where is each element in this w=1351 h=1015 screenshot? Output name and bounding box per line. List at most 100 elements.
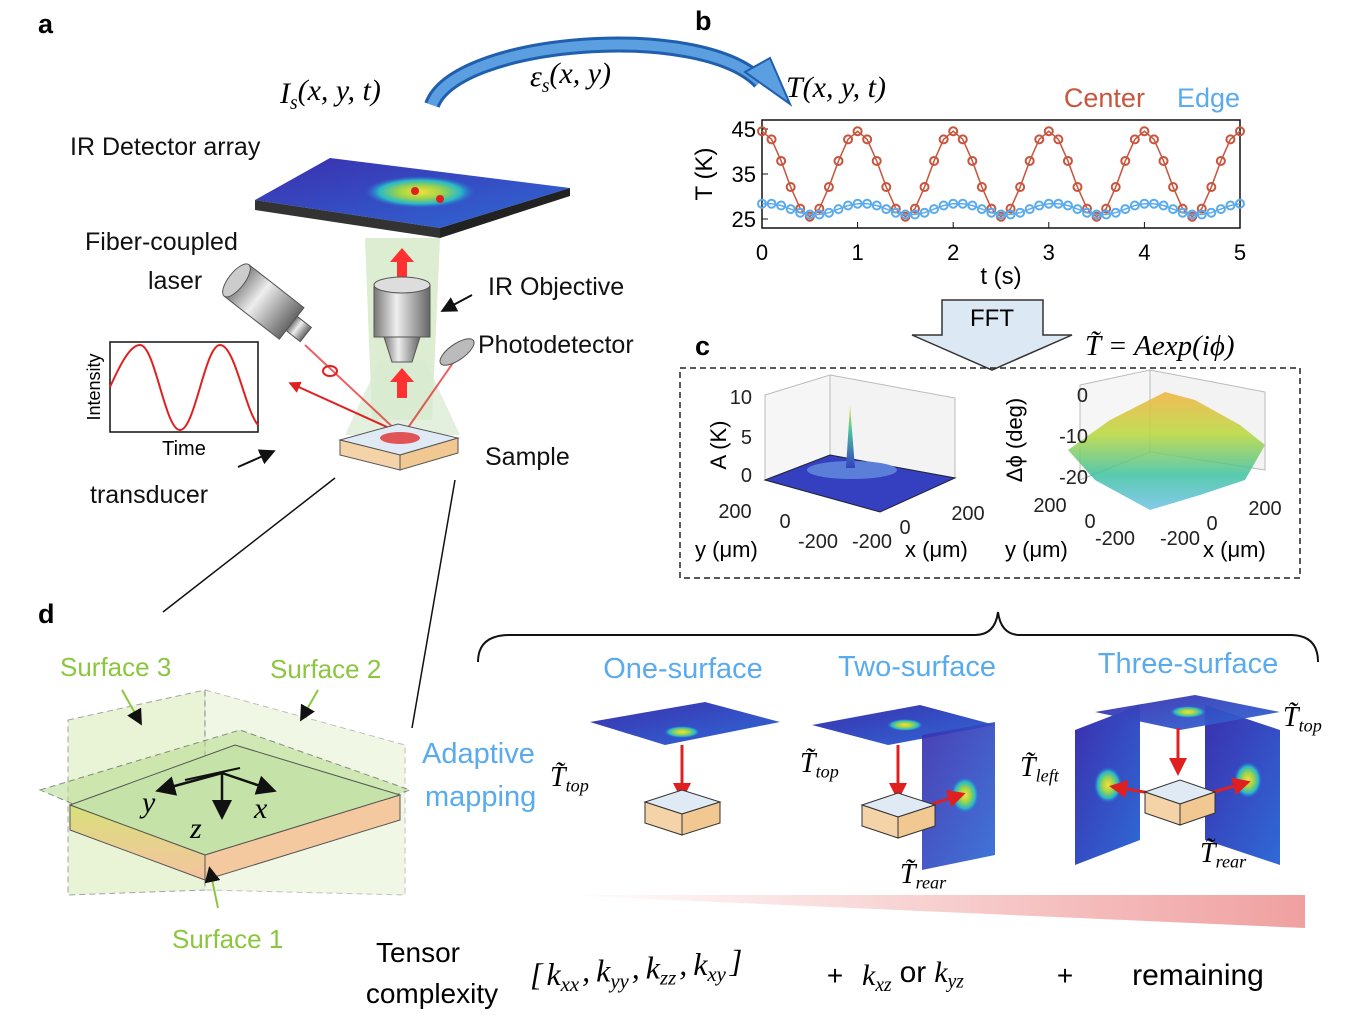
x-axis-label: x (μm) [1203, 537, 1266, 562]
x-tick-label: 5 [1234, 240, 1246, 265]
subscript: s [542, 76, 550, 97]
x-tick-label: 1 [851, 240, 863, 265]
axis-name: z [189, 812, 202, 845]
figure: a b c d IR Detector array Fiber-coupled … [0, 0, 1351, 1015]
math-label: T̃top [800, 748, 839, 781]
x-tick-label: 3 [1043, 240, 1055, 265]
legend-entry: Edge [1177, 83, 1240, 113]
text-part: , [632, 949, 640, 985]
surface-label: Surface 2 [270, 654, 381, 684]
panel-label: a [38, 9, 54, 39]
label: Adaptive [422, 738, 535, 770]
x-tick-label: 200 [951, 503, 984, 525]
y-axis-label: y (μm) [695, 537, 758, 562]
z-tick-label: 0 [741, 465, 752, 487]
text-part: k [546, 956, 561, 992]
axis-name: x [253, 792, 268, 825]
subscript: xy [706, 963, 726, 986]
subscript: rear [1216, 851, 1248, 871]
mode-label: One-surface [603, 653, 763, 685]
label: laser [148, 267, 202, 295]
z-tick-label: 10 [730, 387, 752, 409]
subscript: zz [659, 967, 676, 990]
label: IR Objective [488, 273, 624, 301]
legend-entry: Center [1064, 83, 1145, 113]
y-tick-label: -200 [1095, 528, 1135, 550]
x-tick-label: -200 [1160, 528, 1200, 550]
axis-name: y [139, 786, 156, 819]
y-tick-label: 0 [1084, 511, 1095, 533]
text-part: (x, y) [549, 57, 611, 90]
y-tick-label: 35 [732, 162, 756, 187]
subscript: xz [874, 975, 892, 996]
surface-label: Surface 3 [60, 652, 171, 682]
x-tick-label: 0 [756, 240, 768, 265]
panel-label: c [695, 331, 710, 361]
text-part: k [646, 949, 661, 985]
x-tick-label: 4 [1138, 240, 1150, 265]
y-tick-label: 200 [1033, 495, 1066, 517]
x-axis-label: x (μm) [905, 537, 968, 562]
y-tick-label: 200 [718, 501, 751, 523]
label: Photodetector [478, 331, 634, 359]
y-tick-label: 0 [779, 511, 790, 533]
math-label: [kxx,kyy,kzz,kxy] [530, 943, 742, 997]
inset-xlabel: Time [162, 438, 206, 460]
x-tick-label: 200 [1248, 498, 1281, 520]
y-axis-label: T (K) [691, 148, 718, 201]
z-tick-label: 5 [741, 427, 752, 449]
text-part: k [934, 956, 948, 989]
panel-label: b [695, 6, 712, 36]
subscript: top [566, 775, 589, 795]
subscript: xx [560, 973, 580, 996]
label: Fiber-coupled [85, 228, 238, 256]
math-label: T̃top [1283, 702, 1322, 735]
fft-label: FFT [970, 305, 1014, 332]
subscript: yy [608, 970, 629, 993]
x-tick-label: 0 [899, 517, 910, 539]
z-tick-label: -10 [1059, 426, 1088, 448]
y-tick-label: -200 [798, 531, 838, 553]
subscript: top [816, 761, 839, 781]
z-axis-label: A (K) [706, 421, 731, 470]
text-part: ε [530, 60, 542, 93]
text-part: (x, y, t) [298, 74, 381, 107]
math-label: εs(x, y) [530, 57, 611, 97]
label: transducer [90, 481, 208, 509]
text-part: , [679, 946, 687, 982]
text-part: k [596, 953, 611, 989]
x-tick-label: 2 [947, 240, 959, 265]
subscript: top [1299, 715, 1322, 735]
panel-label: d [38, 599, 55, 629]
y-tick-label: 45 [732, 117, 756, 142]
label: complexity [366, 978, 498, 1009]
text-part: [ [530, 956, 544, 992]
label: IR Detector array [70, 133, 261, 161]
plus: + [827, 960, 843, 991]
mode-label: Two-surface [838, 651, 996, 683]
surface-label: Surface 1 [172, 924, 283, 954]
equation: T̃ = Aexp(iϕ) [1085, 330, 1235, 362]
text-part: k [862, 959, 876, 992]
math-label: T̃left [1020, 752, 1060, 785]
text-part: , [582, 953, 590, 989]
label: Tensor [376, 937, 460, 968]
label: mapping [425, 781, 536, 813]
label: Sample [485, 443, 570, 471]
output-label: T(x, y, t) [786, 71, 886, 104]
z-tick-label: 0 [1077, 385, 1088, 407]
z-tick-label: -20 [1059, 467, 1088, 489]
math-label: T̃top [550, 762, 589, 795]
subscript: s [290, 93, 298, 114]
text-part: ] [729, 943, 742, 979]
mode-label: Three-surface [1098, 648, 1279, 680]
y-tick-label: 25 [732, 207, 756, 232]
subscript: yz [946, 972, 965, 993]
z-axis-label: Δϕ (deg) [1002, 398, 1027, 483]
subscript: rear [916, 872, 948, 892]
x-tick-label: -200 [852, 531, 892, 553]
text-part: or [900, 956, 927, 989]
series-line [762, 131, 1240, 217]
x-axis-label: t (s) [980, 263, 1021, 290]
